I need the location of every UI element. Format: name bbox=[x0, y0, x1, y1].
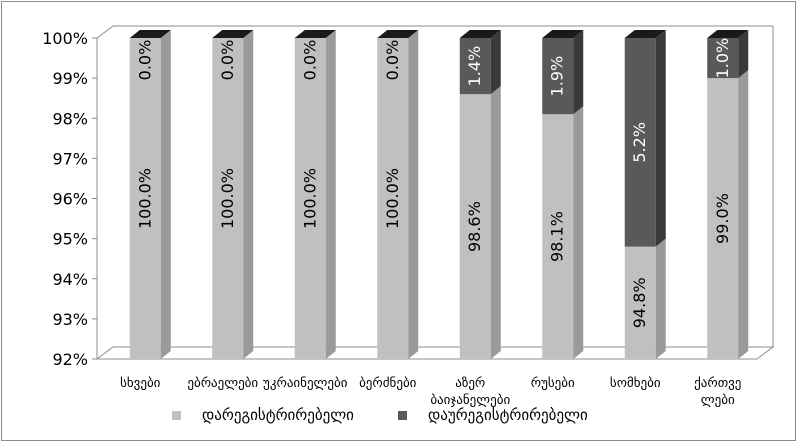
data-label-registered: 94.8% bbox=[630, 277, 649, 328]
x-tick-label: სხვები bbox=[120, 376, 161, 391]
bar-unregistered bbox=[459, 38, 491, 95]
back-wall-top bbox=[96, 25, 773, 39]
bar-registered bbox=[377, 38, 409, 359]
bar-registered bbox=[707, 78, 739, 359]
x-tick-label: უკრაინელები bbox=[263, 376, 348, 391]
y-tick-label: 92% bbox=[52, 350, 88, 369]
bar-registered bbox=[542, 114, 574, 359]
y-tick-label: 95% bbox=[52, 230, 88, 249]
data-label-registered: 100.0% bbox=[135, 168, 154, 229]
y-tick-label: 96% bbox=[52, 190, 88, 209]
bar-unregistered-side bbox=[738, 30, 749, 79]
y-tick-label: 99% bbox=[52, 69, 88, 88]
data-label-unregistered: 0.0% bbox=[135, 40, 154, 81]
bar-top-cap bbox=[624, 30, 666, 38]
data-label-registered: 100.0% bbox=[383, 168, 402, 229]
bar-registered bbox=[294, 38, 326, 359]
bar-top-cap bbox=[294, 30, 336, 38]
bar-registered-side bbox=[655, 238, 666, 359]
bar-registered-side bbox=[325, 30, 336, 359]
bar-top-cap bbox=[459, 30, 501, 38]
bar-registered-side bbox=[160, 30, 171, 359]
y-tick-label: 93% bbox=[52, 310, 88, 329]
bar-registered-side bbox=[408, 30, 419, 359]
y-tick-label: 97% bbox=[52, 149, 88, 168]
data-label-registered: 99.0% bbox=[713, 193, 732, 244]
x-tick-label: სომხები bbox=[610, 376, 661, 391]
bar-registered bbox=[459, 94, 491, 360]
bar-top-cap bbox=[212, 30, 254, 38]
floor bbox=[96, 346, 775, 360]
y-tick-label: 94% bbox=[52, 270, 88, 289]
x-tick-label: აზერ bbox=[455, 376, 485, 391]
y-tick-label: 98% bbox=[52, 109, 88, 128]
bar-registered bbox=[212, 38, 244, 359]
data-label-unregistered: 1.0% bbox=[713, 38, 732, 79]
bar-top-cap bbox=[542, 30, 584, 38]
bar-unregistered-side bbox=[573, 30, 584, 115]
data-label-registered: 100.0% bbox=[300, 168, 319, 229]
data-label-unregistered: 0.0% bbox=[300, 40, 319, 81]
data-label-unregistered: 0.0% bbox=[383, 40, 402, 81]
bar-registered-side bbox=[573, 106, 584, 359]
data-label-registered: 98.1% bbox=[548, 211, 567, 262]
x-tick-label: ბერძნები bbox=[359, 376, 417, 391]
bar-registered-side bbox=[738, 70, 749, 359]
bar-registered-side bbox=[490, 86, 501, 360]
bar-registered bbox=[624, 246, 656, 359]
data-label-unregistered: 0.0% bbox=[218, 40, 237, 81]
x-tick-label: ლები bbox=[701, 393, 735, 408]
bar-top-cap bbox=[377, 30, 419, 38]
legend-swatch-registered bbox=[172, 411, 181, 420]
bar-registered bbox=[129, 38, 161, 359]
bar-unregistered bbox=[624, 38, 656, 247]
legend-swatch-unregistered bbox=[398, 411, 407, 420]
data-label-unregistered: 5.2% bbox=[630, 122, 649, 163]
bar-unregistered-side bbox=[490, 30, 501, 95]
data-label-unregistered: 1.4% bbox=[465, 46, 484, 87]
x-tick-label: ქართვე bbox=[694, 376, 741, 391]
bar-unregistered bbox=[542, 38, 574, 115]
x-tick-label: ებრაელები bbox=[187, 376, 258, 391]
bar-registered-side bbox=[243, 30, 254, 359]
x-tick-label: ბაიჯანელები bbox=[430, 393, 510, 408]
legend-label-registered: დარეგისტრირებელი bbox=[202, 406, 354, 424]
x-tick-label: რუსები bbox=[531, 376, 575, 391]
bar-unregistered bbox=[707, 38, 739, 79]
y-tick-label: 100% bbox=[42, 29, 88, 48]
data-label-registered: 98.6% bbox=[465, 201, 484, 252]
data-label-unregistered: 1.9% bbox=[548, 56, 567, 97]
bar-top-cap bbox=[707, 30, 749, 38]
data-label-registered: 100.0% bbox=[218, 168, 237, 229]
bar-top-cap bbox=[129, 30, 171, 38]
bar-unregistered-side bbox=[655, 30, 666, 247]
legend-label-unregistered: დაურეგისტრირებელი bbox=[428, 406, 588, 424]
